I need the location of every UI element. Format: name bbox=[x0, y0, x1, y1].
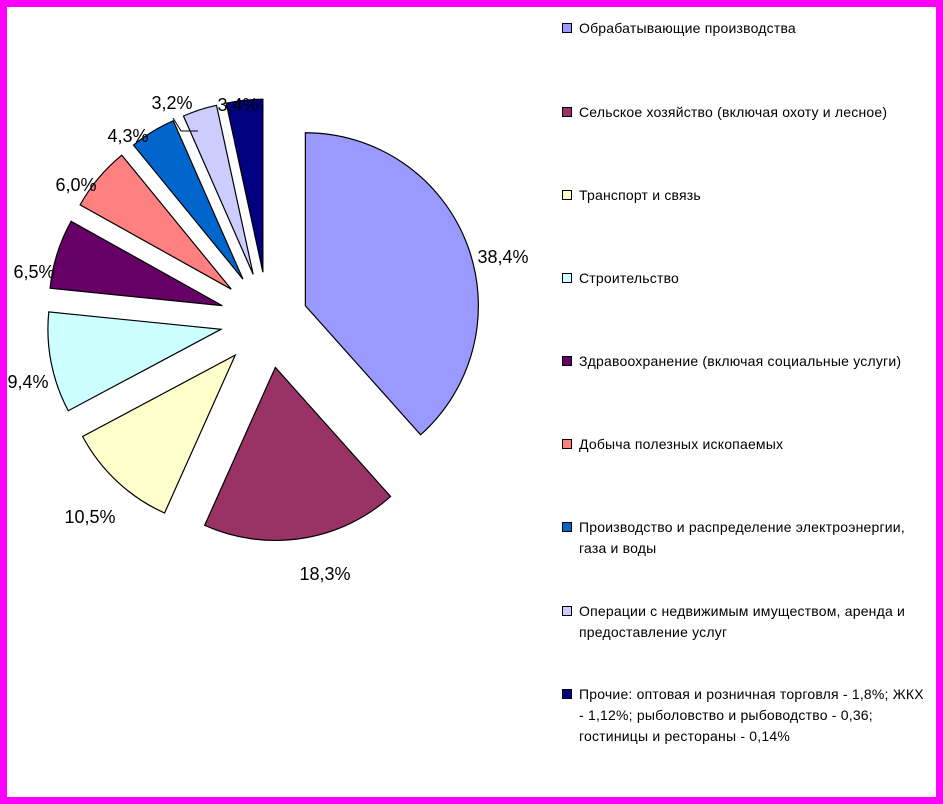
legend-label: Здравоохранение (включая социальные услу… bbox=[579, 353, 902, 369]
legend-swatch bbox=[562, 439, 572, 449]
legend-label: Производство и распределение электроэнер… bbox=[579, 519, 905, 556]
data-label-1: 38,4% bbox=[477, 247, 528, 267]
pie-slice-1 bbox=[304, 132, 479, 436]
data-label-7: 4,3% bbox=[107, 126, 148, 146]
data-label-6: 6,0% bbox=[55, 175, 96, 195]
legend-item-4: Строительство bbox=[562, 268, 931, 289]
data-label-5: 6,5% bbox=[13, 262, 54, 282]
legend-item-7: Производство и распределение электроэнер… bbox=[562, 517, 931, 559]
legend-item-6: Добыча полезных ископаемых bbox=[562, 434, 931, 455]
pie-slices bbox=[47, 98, 479, 542]
data-label-3: 10,5% bbox=[64, 507, 115, 527]
data-label-4: 9,4% bbox=[7, 372, 48, 392]
legend-swatch bbox=[562, 606, 572, 616]
legend-swatch bbox=[562, 689, 572, 699]
legend-item-5: Здравоохранение (включая социальные услу… bbox=[562, 351, 931, 372]
data-label-2: 18,3% bbox=[299, 564, 350, 584]
legend-label: Добыча полезных ископаемых bbox=[579, 436, 784, 452]
pie-slice-5 bbox=[49, 220, 223, 307]
legend-item-9: Прочие: оптовая и розничная торговля - 1… bbox=[562, 684, 931, 747]
pie-slice-8 bbox=[182, 104, 254, 275]
legend-item-8: Операции с недвижимым имуществом, аренда… bbox=[562, 601, 931, 643]
legend-item-3: Транспорт и связь bbox=[562, 185, 931, 206]
legend-label: Строительство bbox=[579, 270, 680, 286]
legend-swatch bbox=[562, 522, 572, 532]
data-label-8: 3,2% bbox=[151, 93, 192, 113]
leader-line-3-2 bbox=[172, 117, 198, 132]
legend-label: Операции с недвижимым имуществом, аренда… bbox=[579, 603, 906, 640]
legend-swatch bbox=[562, 273, 572, 283]
legend-item-2: Сельское хозяйство (включая охоту и лесн… bbox=[562, 102, 931, 123]
pie-slice-6 bbox=[79, 154, 232, 290]
legend-swatch bbox=[562, 107, 572, 117]
legend-item-1: Обрабатывающие производства bbox=[562, 18, 931, 39]
legend-swatch bbox=[562, 356, 572, 366]
legend-swatch bbox=[562, 23, 572, 33]
leader-lines bbox=[172, 117, 198, 132]
legend-label: Транспорт и связь bbox=[579, 187, 701, 203]
pie-slice-4 bbox=[47, 311, 223, 412]
legend-swatch bbox=[562, 190, 572, 200]
pie-slice-2 bbox=[203, 366, 392, 542]
data-labels: 38,4% 18,3% 10,5% 9,4% 6,5% 6,0% 4,3%3,2% 3,4% bbox=[7, 93, 528, 584]
pie-slice-7 bbox=[132, 119, 244, 280]
legend-label: Обрабатывающие производства bbox=[579, 20, 796, 36]
legend-label: Сельское хозяйство (включая охоту и лесн… bbox=[579, 104, 888, 120]
pie-slice-9 bbox=[225, 98, 264, 273]
legend-label: Прочие: оптовая и розничная торговля - 1… bbox=[579, 686, 924, 744]
data-label-9: 3,4% bbox=[217, 95, 258, 115]
pie-slice-3 bbox=[81, 353, 237, 514]
